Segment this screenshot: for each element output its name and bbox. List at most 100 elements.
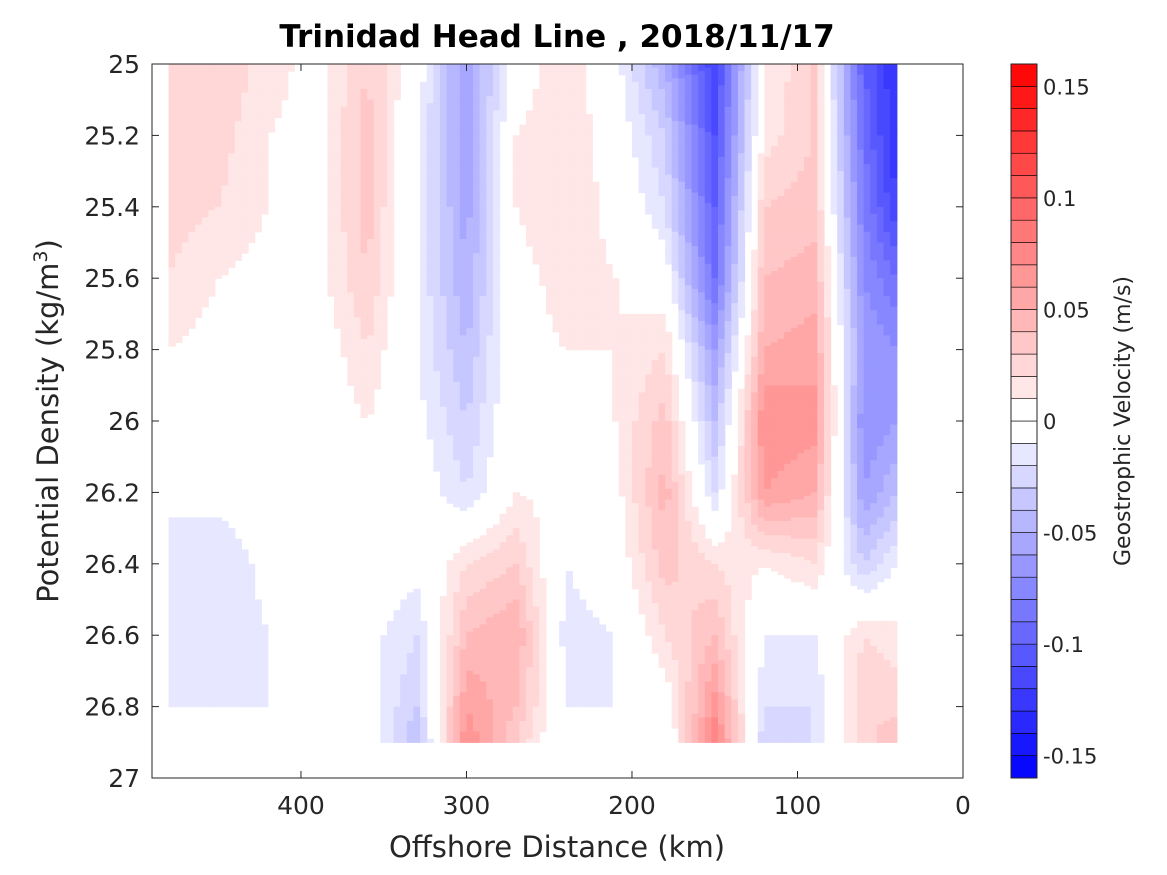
velocity-cell — [367, 64, 375, 69]
velocity-cell — [453, 313, 461, 319]
velocity-cell — [492, 192, 501, 197]
velocity-cell — [353, 349, 362, 354]
velocity-cell — [453, 595, 461, 601]
velocity-cell — [168, 292, 176, 297]
velocity-cell — [406, 635, 415, 640]
velocity-cell — [473, 131, 481, 136]
velocity-cell — [506, 717, 514, 722]
velocity-cell — [241, 578, 249, 583]
velocity-cell — [380, 228, 388, 233]
velocity-cell — [175, 64, 183, 69]
velocity-cell — [195, 246, 203, 251]
velocity-cell — [228, 688, 236, 693]
velocity-cell — [228, 181, 236, 186]
velocity-cell — [380, 699, 388, 704]
velocity-cell — [175, 688, 183, 693]
velocity-cell — [453, 303, 461, 308]
velocity-cell — [459, 174, 468, 179]
velocity-cell — [234, 121, 242, 126]
velocity-cell — [208, 631, 216, 636]
velocity-cell — [492, 392, 501, 397]
velocity-cell — [367, 410, 375, 415]
velocity-cell — [208, 188, 216, 194]
velocity-cell — [492, 263, 501, 269]
velocity-cell — [439, 178, 448, 183]
velocity-cell — [214, 267, 223, 272]
velocity-cell — [486, 431, 494, 436]
velocity-cell — [439, 106, 448, 112]
velocity-cell — [413, 681, 421, 686]
velocity-cell — [380, 656, 388, 661]
velocity-cell — [234, 181, 242, 186]
velocity-cell — [459, 481, 468, 486]
velocity-cell — [201, 213, 209, 219]
velocity-cell — [334, 113, 342, 119]
velocity-cell — [195, 117, 203, 122]
velocity-cell — [188, 653, 196, 658]
velocity-cell — [406, 706, 415, 711]
velocity-cell — [459, 456, 468, 461]
velocity-cell — [486, 335, 494, 340]
velocity-cell — [446, 435, 454, 440]
velocity-cell — [347, 342, 355, 347]
velocity-cell — [214, 688, 223, 693]
velocity-cell — [254, 199, 262, 204]
velocity-cell — [327, 246, 335, 251]
velocity-cell — [512, 574, 521, 579]
velocity-cell — [519, 610, 527, 615]
velocity-cell — [446, 628, 454, 633]
velocity-cell — [353, 181, 362, 186]
velocity-cell — [188, 299, 196, 304]
velocity-cell — [221, 567, 229, 572]
velocity-cell — [519, 549, 527, 554]
velocity-cell — [492, 188, 501, 194]
velocity-cell — [175, 588, 183, 593]
velocity-cell — [195, 213, 203, 219]
velocity-cell — [380, 717, 388, 722]
velocity-cell — [221, 128, 229, 133]
velocity-cell — [499, 78, 507, 83]
velocity-cell — [426, 192, 434, 197]
velocity-cell — [221, 535, 229, 540]
velocity-cell — [168, 81, 176, 87]
velocity-cell — [433, 417, 441, 422]
velocity-cell — [347, 78, 355, 83]
velocity-cell — [208, 288, 216, 294]
velocity-cell — [492, 388, 501, 394]
velocity-cell — [168, 160, 176, 165]
velocity-cell — [439, 371, 448, 376]
velocity-cell — [380, 685, 388, 690]
velocity-cell — [175, 553, 183, 558]
velocity-cell — [479, 378, 487, 383]
velocity-cell — [446, 428, 454, 433]
velocity-cell — [347, 253, 355, 258]
velocity-cell — [208, 156, 216, 161]
velocity-cell — [459, 328, 468, 333]
velocity-cell — [254, 121, 262, 126]
velocity-cell — [400, 638, 408, 643]
velocity-cell — [466, 499, 474, 504]
velocity-cell — [353, 146, 362, 151]
velocity-cell — [234, 578, 242, 583]
velocity-cell — [360, 81, 368, 87]
velocity-cell — [181, 328, 190, 333]
velocity-cell — [446, 242, 454, 247]
velocity-cell — [208, 192, 216, 197]
velocity-cell — [254, 213, 262, 219]
velocity-cell — [506, 581, 514, 586]
velocity-cell — [459, 585, 468, 590]
velocity-cell — [214, 88, 223, 94]
velocity-cell — [459, 103, 468, 108]
velocity-cell — [261, 674, 269, 679]
velocity-cell — [473, 67, 481, 72]
velocity-cell — [334, 292, 342, 297]
velocity-cell — [466, 178, 474, 183]
velocity-cell — [327, 224, 335, 229]
velocity-cell — [492, 331, 501, 336]
velocity-cell — [168, 213, 176, 219]
velocity-cell — [459, 581, 468, 586]
velocity-cell — [241, 224, 249, 229]
velocity-cell — [486, 217, 494, 222]
velocity-cell — [426, 156, 434, 161]
velocity-cell — [393, 720, 401, 726]
